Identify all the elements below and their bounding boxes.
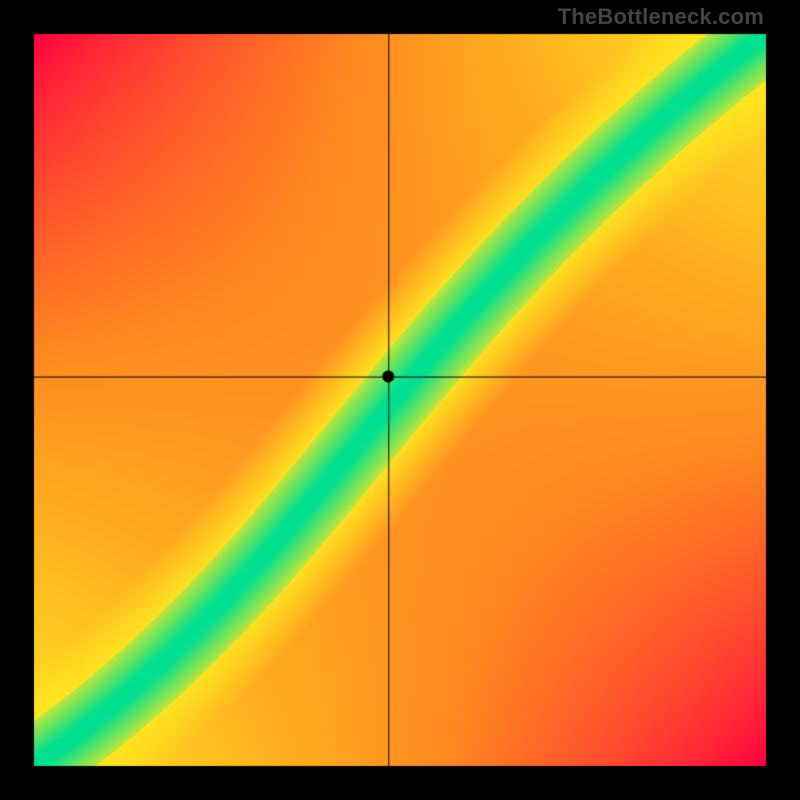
chart-container: TheBottleneck.com xyxy=(0,0,800,800)
watermark-text: TheBottleneck.com xyxy=(558,4,764,30)
heatmap-canvas xyxy=(0,0,800,800)
